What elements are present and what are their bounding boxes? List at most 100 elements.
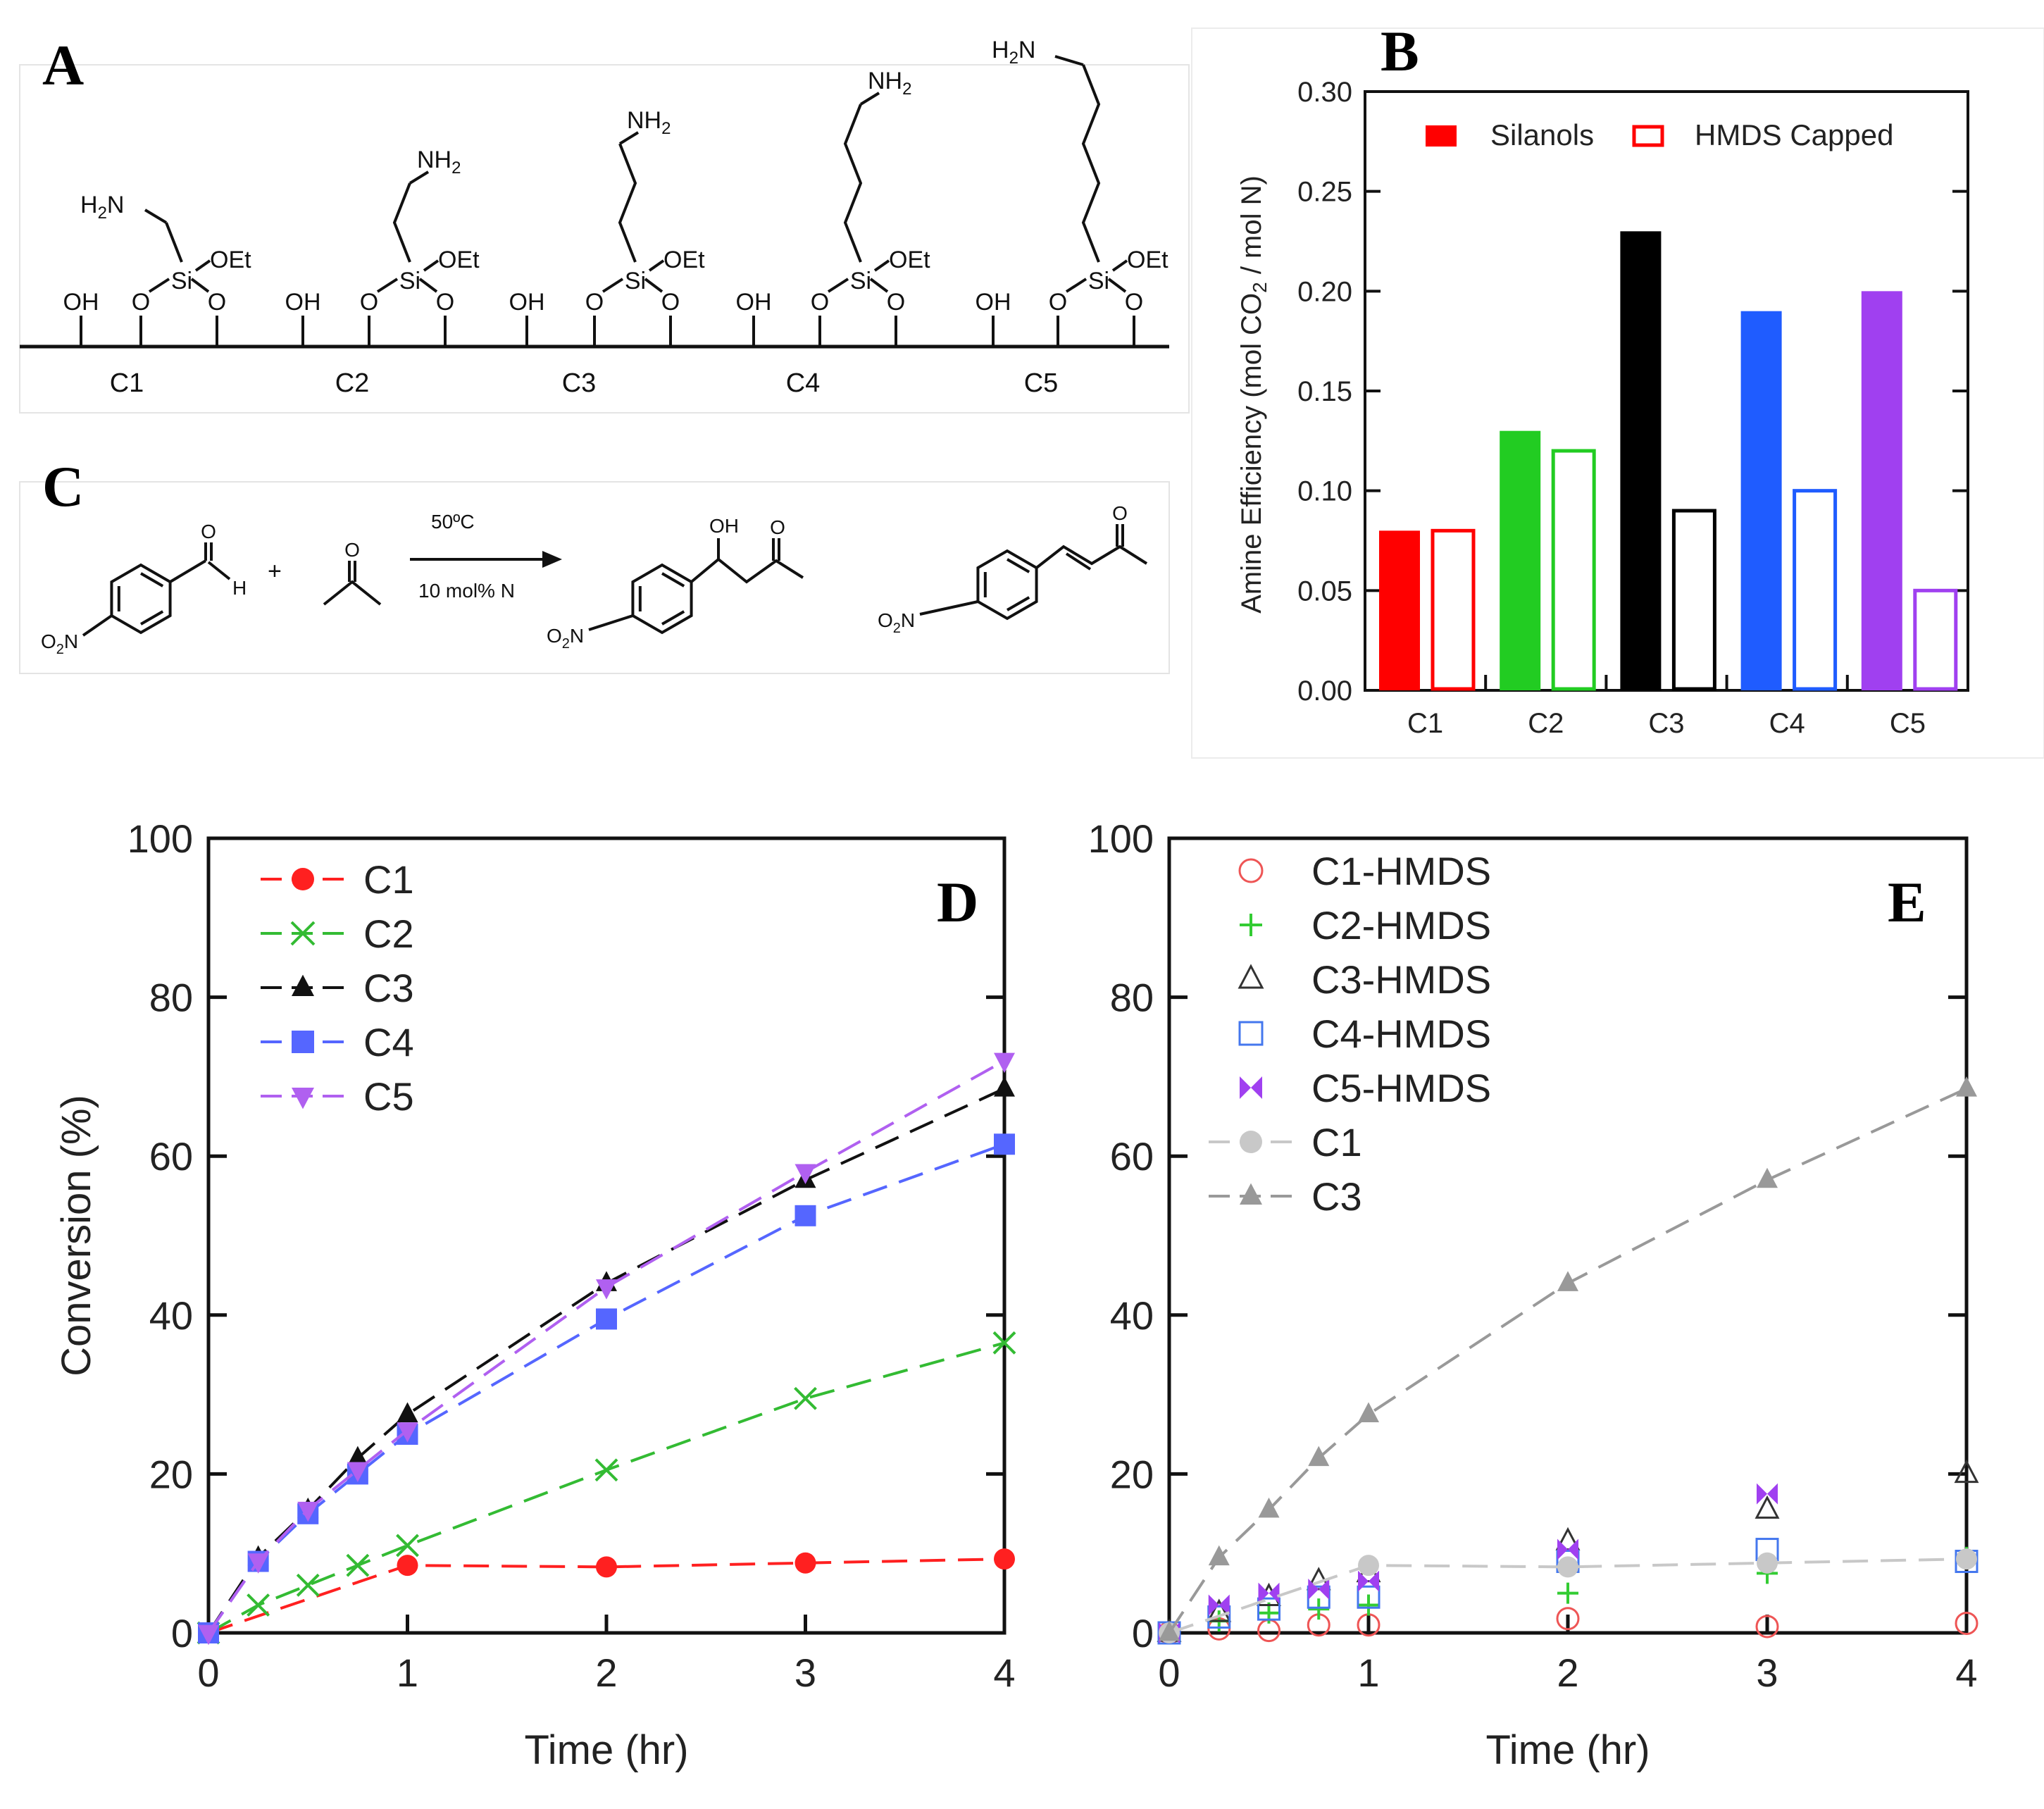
x-tick-label: 4 (1955, 1651, 1977, 1695)
oet-label: OEt (438, 247, 480, 273)
aldehyde-h-bond (207, 561, 231, 580)
x-tick-label: 4 (993, 1651, 1015, 1695)
legend-label-c4-hmds: C4-HMDS (1311, 1012, 1491, 1056)
point-c1 (1956, 1548, 1977, 1570)
legend-label-c2-hmds: C2-HMDS (1311, 903, 1491, 947)
point-c5-hmds (1557, 1538, 1568, 1560)
x-tick-label: 2 (1557, 1651, 1578, 1695)
point-c5 (397, 1422, 418, 1443)
x-tick-label: C5 (1890, 708, 1926, 739)
structure-label-c1: C1 (110, 368, 144, 398)
aromatic-bond (1006, 558, 1030, 573)
point-c3 (397, 1402, 418, 1423)
alkyl-chain (843, 104, 863, 263)
o-label: O (1125, 289, 1143, 316)
point-c2 (396, 1534, 419, 1558)
point-c5-hmds (1208, 1594, 1219, 1616)
amine-label: H2N (80, 192, 124, 223)
si-label: Si (1088, 268, 1109, 294)
x-tick-label: 0 (197, 1651, 219, 1695)
legend-marker-c4-hmds (1238, 1021, 1264, 1046)
x-axis-title: Time (hr) (1485, 1727, 1650, 1773)
si-oet-bond (1111, 259, 1128, 272)
series-line-c3 (1168, 1087, 1967, 1634)
carbonyl-o: O (201, 521, 216, 542)
ketone-o: O (770, 516, 785, 538)
n-bond (618, 131, 640, 145)
point-c5 (794, 1164, 816, 1185)
point-c1-hmds (1955, 1611, 1978, 1635)
structure-label-c5: C5 (1024, 368, 1059, 398)
oet-label: OEt (210, 247, 251, 273)
hydroxyl-label: OH (709, 515, 739, 537)
bar-hmds-c4 (1793, 489, 1838, 691)
point-c2-hmds (1557, 1582, 1578, 1604)
si-label: Si (625, 268, 646, 294)
si-oet-bond (423, 259, 440, 272)
nitro-group-3: O2N (878, 609, 915, 636)
si-label: Si (850, 268, 871, 294)
oet-label: OEt (663, 247, 705, 273)
y-tick-label: 0.05 (1297, 576, 1352, 607)
panel-e-letter: E (1888, 870, 1926, 934)
o-si-bond (148, 278, 170, 293)
bar-silanols-c2 (1500, 430, 1541, 690)
point-c3-hmds (1555, 1527, 1581, 1551)
y-tick-label: 0 (1132, 1611, 1154, 1655)
y-tick-label: 0 (171, 1611, 193, 1655)
aromatic-bond (661, 610, 685, 626)
legend-label-c5-hmds: C5-HMDS (1311, 1066, 1491, 1110)
oet-label: OEt (1127, 247, 1169, 273)
o-si-bond (418, 278, 438, 293)
point-c3 (994, 1076, 1015, 1097)
y-tick-label: 100 (127, 816, 193, 861)
legend-marker-c1-hmds (1238, 858, 1264, 883)
oh-label: OH (736, 289, 772, 316)
o-label: O (585, 289, 604, 316)
bar-silanols-c4 (1740, 311, 1782, 691)
y-tick-label: 0.30 (1297, 77, 1352, 108)
legend-marker-c1 (1240, 1131, 1262, 1153)
point-c1-hmds (1556, 1607, 1580, 1631)
point-c3-hmds (1755, 1495, 1780, 1519)
point-c4-hmds (1207, 1605, 1231, 1629)
point-c2 (794, 1386, 817, 1410)
point-c2 (346, 1553, 370, 1577)
o-si-bond (1065, 278, 1088, 293)
si-oet-bond (194, 259, 211, 272)
legend-marker-c2-hmds (1240, 914, 1262, 936)
point-c3-hmds (1954, 1459, 1979, 1484)
bar-hmds-c3 (1671, 509, 1716, 691)
structure-label-c3: C3 (562, 368, 597, 398)
x-tick-label: C2 (1528, 708, 1564, 739)
point-c3-hmds (1207, 1598, 1232, 1622)
x-axis-title: Time (hr) (524, 1727, 688, 1773)
structure-label-c2: C2 (335, 368, 370, 398)
arrow-head (542, 551, 562, 568)
y-tick-label: 0.25 (1297, 177, 1352, 208)
bar-silanols-c1 (1379, 530, 1420, 690)
n-bond (1054, 55, 1084, 66)
y-tick-label: 40 (1110, 1293, 1154, 1338)
aldehyde-bond (169, 559, 207, 583)
point-c2 (296, 1573, 320, 1597)
y-tick-label: 60 (1110, 1134, 1154, 1179)
bar-hmds-c1 (1431, 528, 1476, 691)
panel-b-letter: B (1381, 19, 1419, 83)
legend-label-c3: C3 (1311, 1174, 1362, 1219)
y-tick-label: 20 (1110, 1452, 1154, 1496)
legend-label-c1-hmds: C1-HMDS (1311, 849, 1491, 893)
chart-b: 0.00 0.05 0.10 0.15 0.20 0.25 0.30 C1 C2 C3 C4 C5 Si… (1236, 77, 1969, 739)
point-c4 (994, 1133, 1015, 1155)
y-tick-label: 0.15 (1297, 376, 1352, 407)
point-c5-hmds-right (1319, 1578, 1330, 1600)
legend-marker-c3-hmds (1238, 964, 1264, 989)
o-si-bond (869, 278, 889, 293)
x-tick-label: 3 (1756, 1651, 1778, 1695)
legend-marker-c3 (1240, 1183, 1262, 1205)
point-c5-hmds-right (1269, 1582, 1280, 1604)
reaction-temperature: 50ºC (431, 511, 475, 533)
y-tick-label: 40 (149, 1293, 193, 1338)
oh-label: OH (285, 289, 321, 316)
